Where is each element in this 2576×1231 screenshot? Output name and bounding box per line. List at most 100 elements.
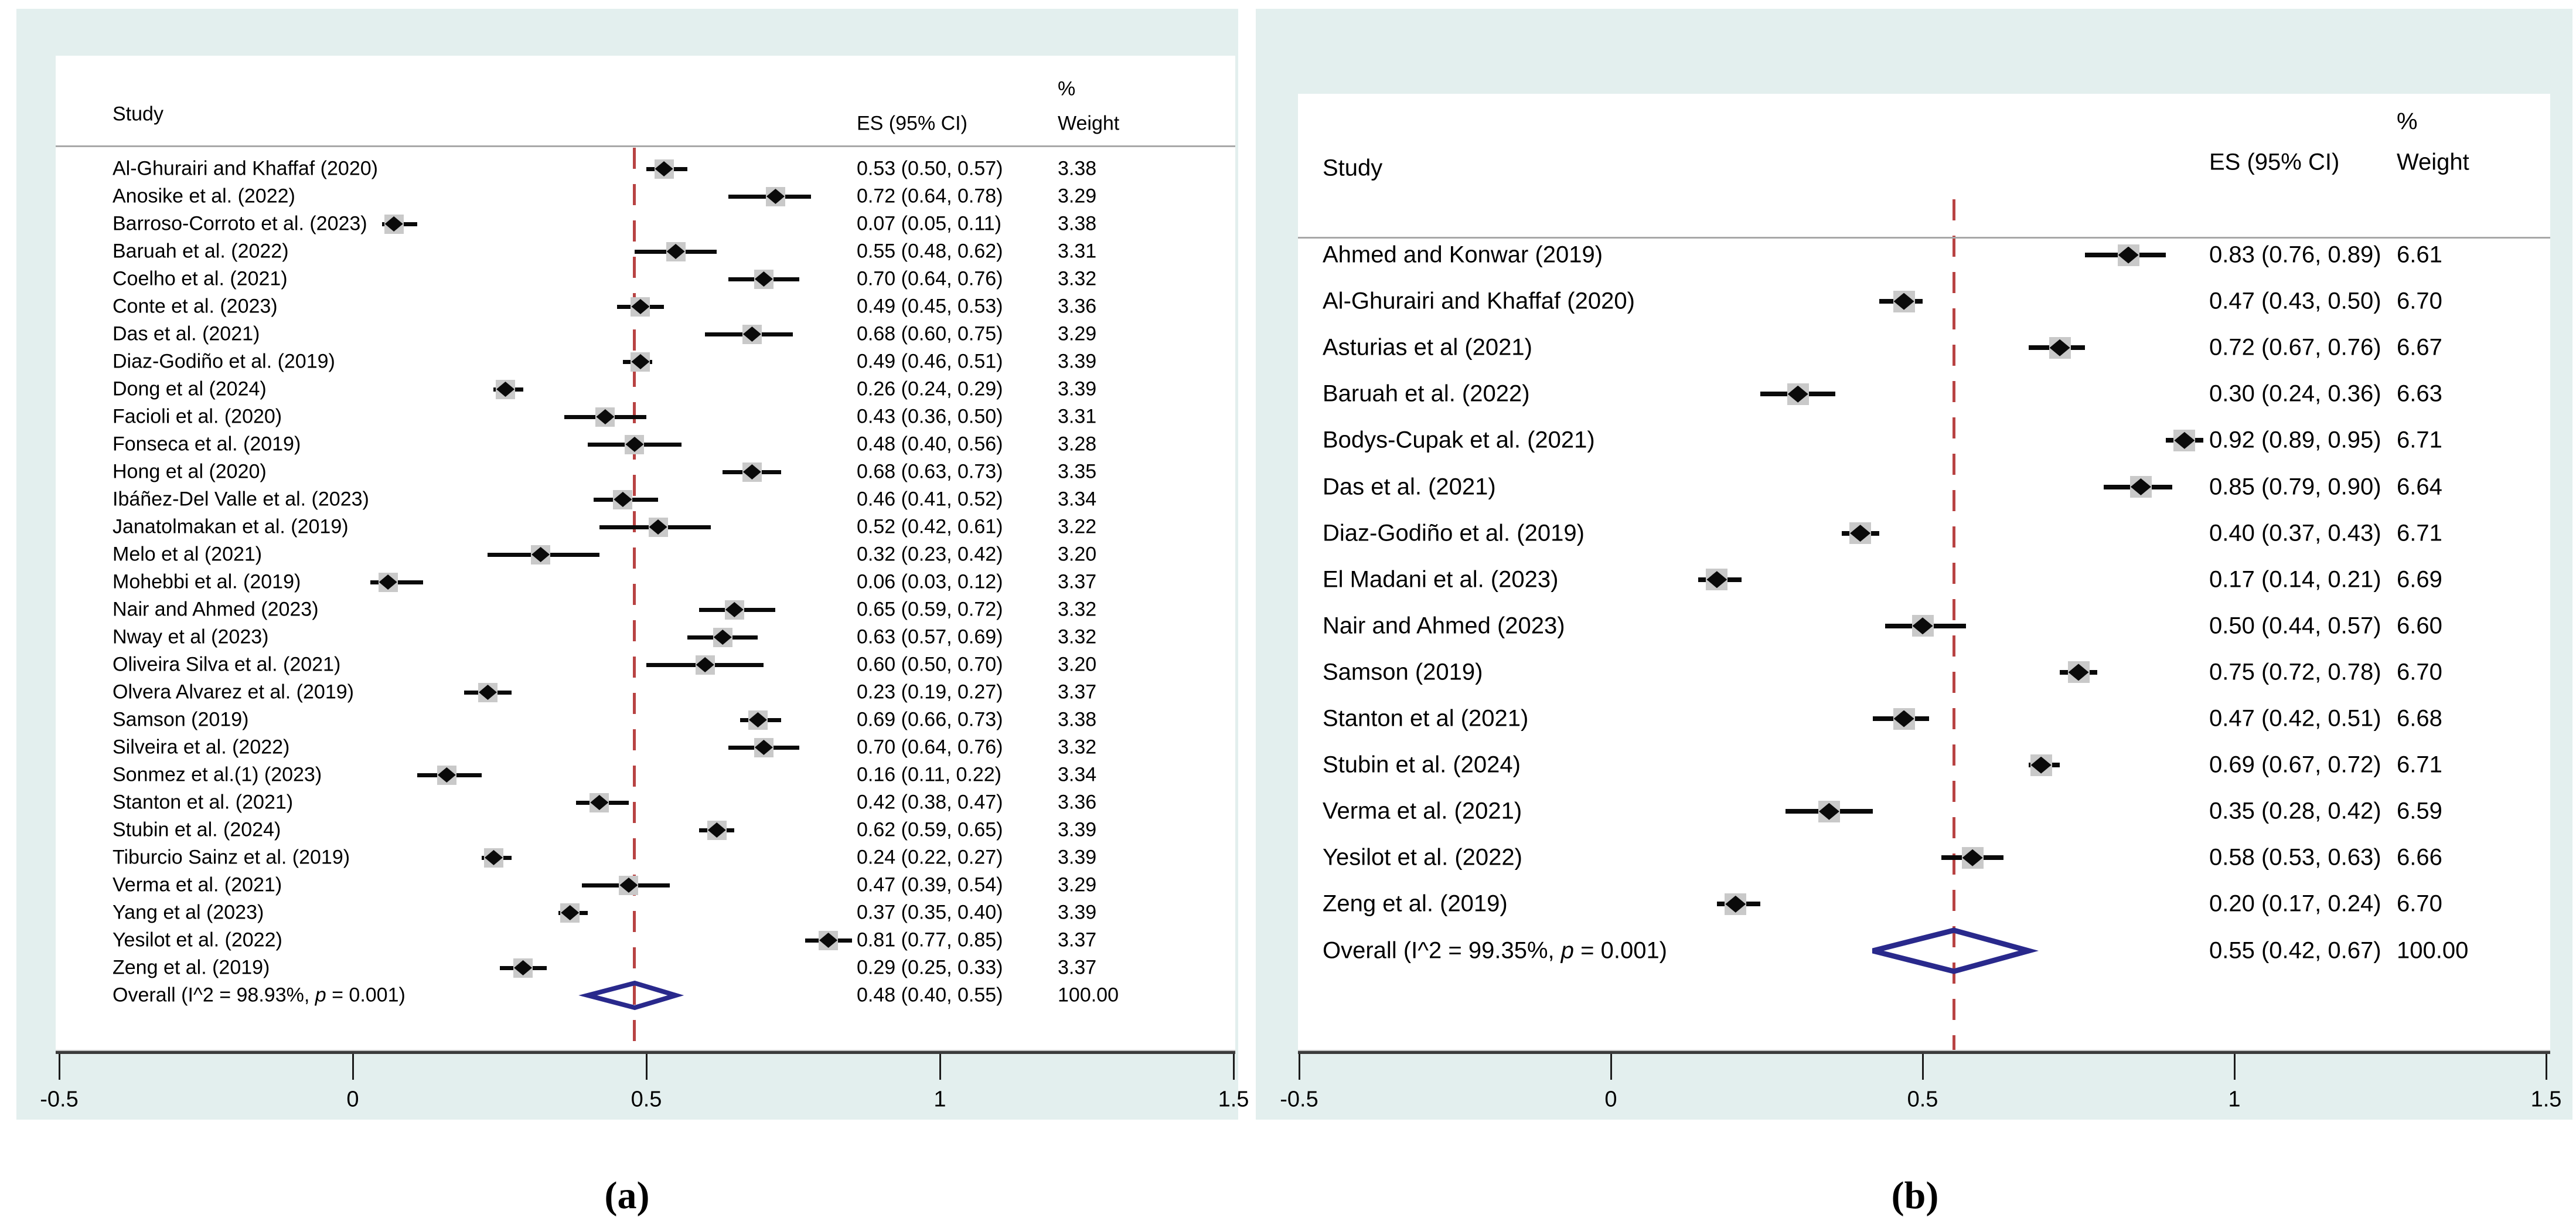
weight-value: 3.34 [1058, 763, 1097, 786]
study-label: Melo et al (2021) [113, 543, 263, 566]
x-tick [1921, 1054, 1924, 1080]
es-value: 0.47 (0.42, 0.51) [2209, 705, 2381, 732]
es-value: 0.63 (0.57, 0.69) [857, 625, 1003, 648]
es-value: 0.49 (0.46, 0.51) [857, 350, 1003, 373]
es-value: 0.43 (0.36, 0.50) [857, 405, 1003, 428]
study-label: Olvera Alvarez et al. (2019) [113, 681, 354, 703]
study-label: Dong et al (2024) [113, 378, 267, 400]
study-label: Al-Ghurairi and Khaffaf (2020) [113, 157, 378, 180]
header-separator-line [56, 145, 1235, 147]
study-label: Das et al. (2021) [1323, 474, 1496, 499]
es-value: 0.68 (0.60, 0.75) [857, 322, 1003, 345]
es-value: 0.62 (0.59, 0.65) [857, 818, 1003, 841]
x-tick-label: 1 [933, 1087, 946, 1112]
overall-diamond [578, 980, 684, 1011]
x-axis-line [56, 1050, 1235, 1054]
column-header-es: ES (95% CI) [857, 112, 967, 135]
weight-value: 3.35 [1058, 460, 1097, 483]
weight-value: 3.34 [1058, 488, 1097, 511]
header-separator-line [1298, 237, 2550, 239]
study-label: Janatolmakan et al. (2019) [113, 515, 349, 538]
weight-value: 6.67 [2397, 334, 2442, 361]
weight-value: 3.20 [1058, 653, 1097, 676]
es-value: 0.65 (0.59, 0.72) [857, 598, 1003, 621]
x-tick-label: -0.5 [40, 1087, 79, 1112]
x-tick-label: 0.5 [1907, 1087, 1938, 1112]
x-tick-label: 0 [346, 1087, 359, 1112]
study-label: Silveira et al. (2022) [113, 736, 290, 759]
es-value: 0.06 (0.03, 0.12) [857, 570, 1003, 593]
column-header-study: Study [113, 103, 163, 125]
overall-label: Overall (I^2 = 98.93%, p = 0.001) [113, 984, 406, 1006]
column-header-weight: Weight [2397, 149, 2469, 175]
study-label: Anosike et al. (2022) [113, 185, 295, 208]
weight-value: 3.38 [1058, 157, 1097, 180]
es-value: 0.23 (0.19, 0.27) [857, 681, 1003, 703]
weight-value: 3.36 [1058, 295, 1097, 318]
x-tick-label: -0.5 [1280, 1087, 1318, 1112]
study-label: Samson (2019) [1323, 659, 1483, 685]
es-value: 0.37 (0.35, 0.40) [857, 901, 1003, 924]
column-header-weight: Weight [1058, 112, 1120, 135]
overall-es-value: 0.55 (0.42, 0.67) [2209, 937, 2381, 963]
es-value: 0.20 (0.17, 0.24) [2209, 890, 2381, 917]
study-label: Mohebbi et al. (2019) [113, 570, 301, 593]
study-label: Baruah et al. (2022) [1323, 380, 1530, 407]
study-label: Sonmez et al.(1) (2023) [113, 763, 322, 786]
overall-estimate-dashed-line [633, 148, 636, 1051]
weight-value: 3.31 [1058, 405, 1097, 428]
study-label: Zeng et al. (2019) [1323, 890, 1508, 917]
x-axis-line [1298, 1050, 2550, 1054]
es-value: 0.29 (0.25, 0.33) [857, 956, 1003, 979]
weight-value: 6.69 [2397, 566, 2442, 593]
study-label: Stubin et al. (2024) [1323, 751, 1521, 778]
es-value: 0.85 (0.79, 0.90) [2209, 474, 2381, 499]
study-label: Conte et al. (2023) [113, 295, 278, 318]
es-value: 0.07 (0.05, 0.11) [857, 212, 1001, 235]
study-label: Al-Ghurairi and Khaffaf (2020) [1323, 288, 1635, 314]
study-label: Das et al. (2021) [113, 322, 260, 345]
weight-value: 3.29 [1058, 322, 1097, 345]
es-value: 0.48 (0.40, 0.56) [857, 433, 1003, 455]
x-tick-label: 0.5 [631, 1087, 662, 1112]
es-value: 0.72 (0.67, 0.76) [2209, 334, 2381, 361]
overall-label: Overall (I^2 = 99.35%, p = 0.001) [1323, 937, 1668, 963]
es-value: 0.81 (0.77, 0.85) [857, 929, 1003, 951]
es-value: 0.47 (0.39, 0.54) [857, 873, 1003, 896]
study-label: Fonseca et al. (2019) [113, 433, 301, 455]
study-label: Hong et al (2020) [113, 460, 267, 483]
weight-value: 3.32 [1058, 267, 1097, 290]
es-value: 0.49 (0.45, 0.53) [857, 295, 1003, 318]
es-value: 0.69 (0.66, 0.73) [857, 708, 1003, 731]
es-value: 0.92 (0.89, 0.95) [2209, 427, 2381, 453]
x-tick [58, 1054, 60, 1080]
x-tick [2545, 1054, 2547, 1080]
study-label: Diaz-Godiño et al. (2019) [1323, 520, 1585, 546]
study-label: Baruah et al. (2022) [113, 240, 289, 263]
weight-value: 3.37 [1058, 956, 1097, 979]
es-value: 0.35 (0.28, 0.42) [2209, 798, 2381, 824]
study-label: Stanton et al (2021) [1323, 705, 1529, 732]
x-tick [939, 1054, 941, 1080]
study-label: Stubin et al. (2024) [113, 818, 281, 841]
weight-value: 3.39 [1058, 378, 1097, 400]
weight-value: 3.22 [1058, 515, 1097, 538]
weight-value: 3.36 [1058, 791, 1097, 814]
es-value: 0.72 (0.64, 0.78) [857, 185, 1003, 208]
overall-weight-value: 100.00 [2397, 937, 2469, 963]
weight-value: 3.20 [1058, 543, 1097, 566]
x-tick-label: 0 [1604, 1087, 1617, 1112]
x-tick [1610, 1054, 1612, 1080]
study-label: Yesilot et al. (2022) [1323, 844, 1522, 870]
study-label: Yang et al (2023) [113, 901, 264, 924]
x-tick [645, 1054, 648, 1080]
study-label: Nair and Ahmed (2023) [1323, 613, 1565, 639]
study-label: Stanton et al. (2021) [113, 791, 294, 814]
study-label: Nway et al (2023) [113, 625, 269, 648]
weight-value: 3.28 [1058, 433, 1097, 455]
study-label: Verma et al. (2021) [113, 873, 282, 896]
weight-value: 3.32 [1058, 736, 1097, 759]
study-label: Facioli et al. (2020) [113, 405, 282, 428]
weight-value: 6.59 [2397, 798, 2442, 824]
